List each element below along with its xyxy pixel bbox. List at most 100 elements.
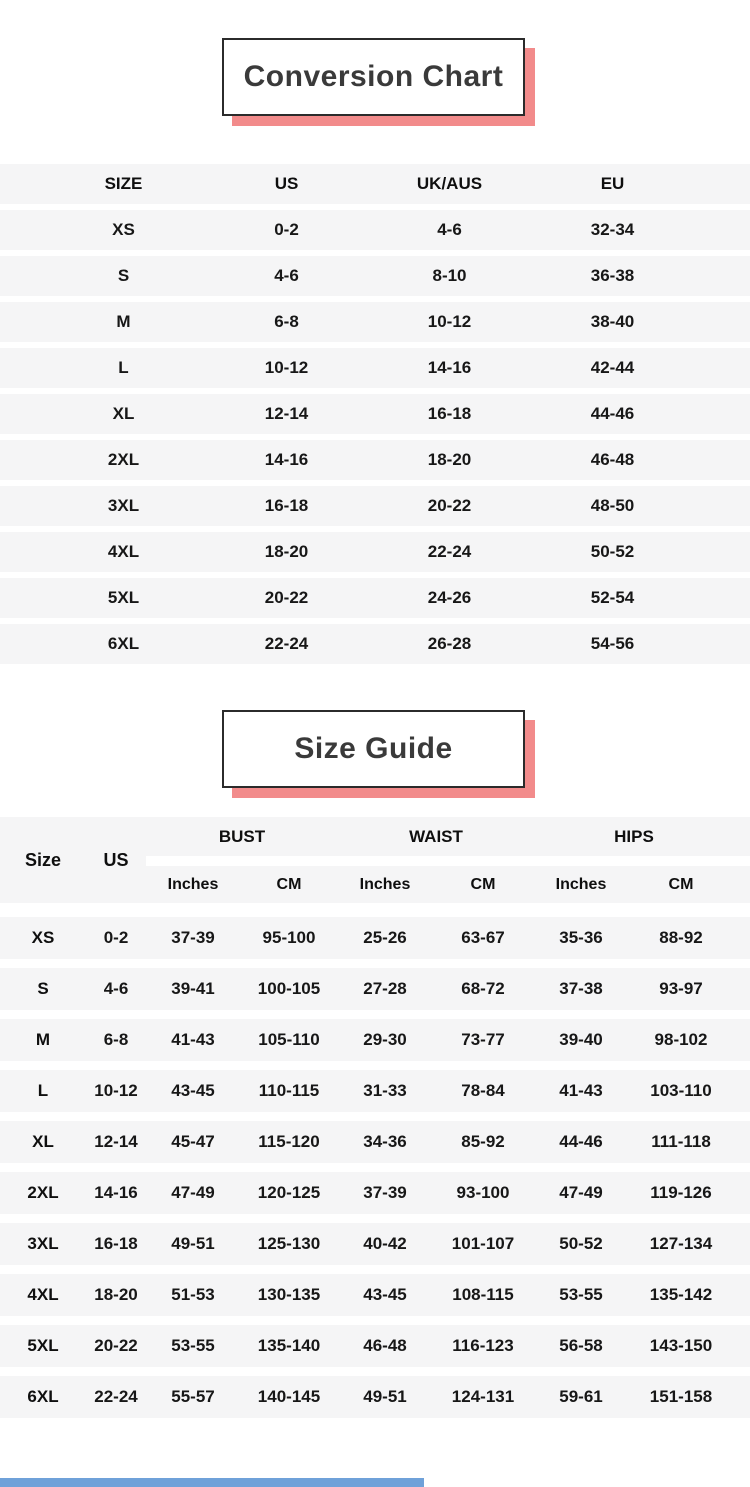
bust-cm-header: CM bbox=[240, 876, 338, 894]
size-guide-cell: 6-8 bbox=[86, 1030, 146, 1050]
size-guide-cell: 0-2 bbox=[86, 928, 146, 948]
size-guide-cell: 151-158 bbox=[628, 1387, 734, 1407]
size-guide-cell: 3XL bbox=[0, 1234, 86, 1254]
conversion-cell: 32-34 bbox=[531, 220, 694, 240]
size-guide-cell: 50-52 bbox=[534, 1234, 628, 1254]
size-guide-cell: 40-42 bbox=[338, 1234, 432, 1254]
conversion-row-6xl: 6XL22-2426-2854-56 bbox=[0, 624, 750, 664]
conversion-cell: 52-54 bbox=[531, 588, 694, 608]
size-chart-page: Conversion Chart SIZEUSUK/AUSEU XS0-24-6… bbox=[0, 0, 750, 1487]
conversion-row-2xl: 2XL14-1618-2046-48 bbox=[0, 440, 750, 480]
size-guide-cell: 2XL bbox=[0, 1183, 86, 1203]
size-guide-cell: 29-30 bbox=[338, 1030, 432, 1050]
size-guide-cell: 100-105 bbox=[240, 979, 338, 999]
conversion-row-l: L10-1214-1642-44 bbox=[0, 348, 750, 388]
conversion-cell: 20-22 bbox=[368, 496, 531, 516]
conversion-cell: 8-10 bbox=[368, 266, 531, 286]
size-guide-cell: 111-118 bbox=[628, 1132, 734, 1152]
conversion-row-xs: XS0-24-632-34 bbox=[0, 210, 750, 250]
size-guide-cell: 68-72 bbox=[432, 979, 534, 999]
group-header-waist: WAIST bbox=[338, 827, 534, 847]
conversion-cell: 48-50 bbox=[531, 496, 694, 516]
conversion-cell: 46-48 bbox=[531, 450, 694, 470]
size-guide-cell: 135-140 bbox=[240, 1336, 338, 1356]
size-guide-cell: XL bbox=[0, 1132, 86, 1152]
size-guide-cell: 63-67 bbox=[432, 928, 534, 948]
size-guide-cell: 51-53 bbox=[146, 1285, 240, 1305]
conversion-cell: 50-52 bbox=[531, 542, 694, 562]
hips-inches-header: Inches bbox=[534, 876, 628, 894]
size-guide-row-xl: XL12-1445-47115-12034-3685-9244-46111-11… bbox=[0, 1121, 750, 1163]
size-guide-title-box: Size Guide bbox=[222, 710, 525, 788]
size-guide-cell: 55-57 bbox=[146, 1387, 240, 1407]
size-guide-cell: L bbox=[0, 1081, 86, 1101]
size-guide-cell: 59-61 bbox=[534, 1387, 628, 1407]
size-guide-cell: S bbox=[0, 979, 86, 999]
size-guide-cell: 18-20 bbox=[86, 1285, 146, 1305]
conversion-cell: 10-12 bbox=[368, 312, 531, 332]
size-guide-cell: 125-130 bbox=[240, 1234, 338, 1254]
size-guide-cell: 25-26 bbox=[338, 928, 432, 948]
group-header-bust: BUST bbox=[146, 827, 338, 847]
size-guide-cell: 39-41 bbox=[146, 979, 240, 999]
size-guide-cell: 10-12 bbox=[86, 1081, 146, 1101]
conversion-cell: 22-24 bbox=[205, 634, 368, 654]
conversion-table-header-row: SIZEUSUK/AUSEU bbox=[0, 164, 750, 204]
size-guide-row-s: S4-639-41100-10527-2868-7237-3893-97 bbox=[0, 968, 750, 1010]
conversion-row-3xl: 3XL16-1820-2248-50 bbox=[0, 486, 750, 526]
size-guide-row-3xl: 3XL16-1849-51125-13040-42101-10750-52127… bbox=[0, 1223, 750, 1265]
conversion-cell: 18-20 bbox=[205, 542, 368, 562]
size-guide-cell: 46-48 bbox=[338, 1336, 432, 1356]
size-guide-cell: 22-24 bbox=[86, 1387, 146, 1407]
size-guide-cell: 20-22 bbox=[86, 1336, 146, 1356]
conversion-cell: 26-28 bbox=[368, 634, 531, 654]
size-guide-cell: 124-131 bbox=[432, 1387, 534, 1407]
size-guide-cell: 116-123 bbox=[432, 1336, 534, 1356]
conversion-table: SIZEUSUK/AUSEU XS0-24-632-34S4-68-1036-3… bbox=[0, 164, 750, 670]
size-guide-cell: XS bbox=[0, 928, 86, 948]
conversion-cell: 22-24 bbox=[368, 542, 531, 562]
conversion-cell: 12-14 bbox=[205, 404, 368, 424]
size-guide-cell: 47-49 bbox=[146, 1183, 240, 1203]
hips-cm-header: CM bbox=[628, 876, 734, 894]
size-guide-row-m: M6-841-43105-11029-3073-7739-4098-102 bbox=[0, 1019, 750, 1061]
size-guide-cell: 119-126 bbox=[628, 1183, 734, 1203]
size-guide-cell: 43-45 bbox=[146, 1081, 240, 1101]
conversion-cell: XL bbox=[42, 404, 205, 424]
size-guide-cell: 143-150 bbox=[628, 1336, 734, 1356]
size-guide-cell: 101-107 bbox=[432, 1234, 534, 1254]
size-guide-cell: 39-40 bbox=[534, 1030, 628, 1050]
conversion-cell: 20-22 bbox=[205, 588, 368, 608]
size-guide-cell: 44-46 bbox=[534, 1132, 628, 1152]
size-guide-cell: 73-77 bbox=[432, 1030, 534, 1050]
size-guide-row-xs: XS0-237-3995-10025-2663-6735-3688-92 bbox=[0, 917, 750, 959]
conversion-cell: 38-40 bbox=[531, 312, 694, 332]
size-guide-cell: M bbox=[0, 1030, 86, 1050]
size-guide-cell: 4XL bbox=[0, 1285, 86, 1305]
size-guide-cell: 27-28 bbox=[338, 979, 432, 999]
conversion-row-4xl: 4XL18-2022-2450-52 bbox=[0, 532, 750, 572]
size-guide-cell: 47-49 bbox=[534, 1183, 628, 1203]
conversion-row-5xl: 5XL20-2224-2652-54 bbox=[0, 578, 750, 618]
conversion-cell: 6-8 bbox=[205, 312, 368, 332]
size-guide-cell: 41-43 bbox=[146, 1030, 240, 1050]
size-guide-cell: 88-92 bbox=[628, 928, 734, 948]
size-guide-cell: 49-51 bbox=[146, 1234, 240, 1254]
size-guide-cell: 140-145 bbox=[240, 1387, 338, 1407]
size-guide-cell: 56-58 bbox=[534, 1336, 628, 1356]
conversion-cell: 4XL bbox=[42, 542, 205, 562]
size-guide-cell: 93-97 bbox=[628, 979, 734, 999]
size-guide-cell: 120-125 bbox=[240, 1183, 338, 1203]
waist-inches-header: Inches bbox=[338, 876, 432, 894]
conversion-cell: 24-26 bbox=[368, 588, 531, 608]
size-guide-cell: 130-135 bbox=[240, 1285, 338, 1305]
size-guide-cell: 4-6 bbox=[86, 979, 146, 999]
size-guide-cell: 34-36 bbox=[338, 1132, 432, 1152]
conversion-row-xl: XL12-1416-1844-46 bbox=[0, 394, 750, 434]
conversion-row-m: M6-810-1238-40 bbox=[0, 302, 750, 342]
size-guide-cell: 115-120 bbox=[240, 1132, 338, 1152]
size-guide-cell: 14-16 bbox=[86, 1183, 146, 1203]
size-guide-cell: 78-84 bbox=[432, 1081, 534, 1101]
size-guide-row-2xl: 2XL14-1647-49120-12537-3993-10047-49119-… bbox=[0, 1172, 750, 1214]
size-guide-table-body: XS0-237-3995-10025-2663-6735-3688-92 S4-6… bbox=[0, 917, 750, 1427]
